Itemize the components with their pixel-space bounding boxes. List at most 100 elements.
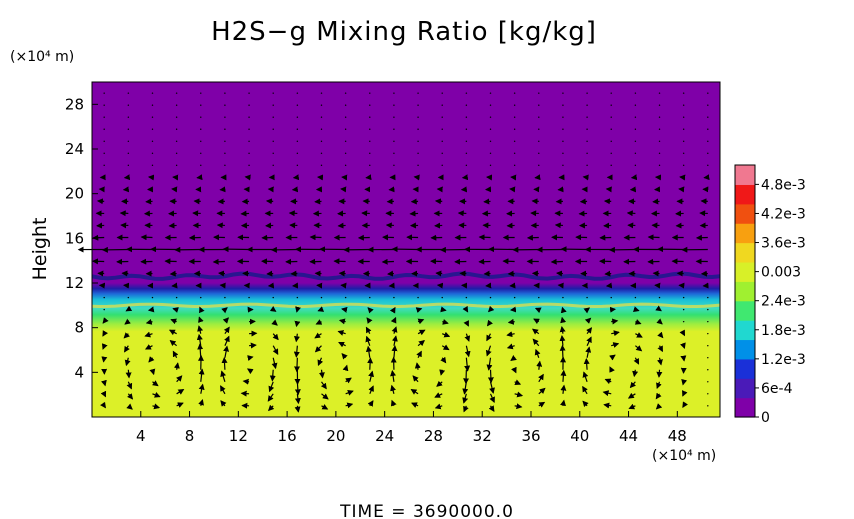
vector-arrow bbox=[200, 296, 202, 299]
vector-arrow bbox=[103, 116, 105, 118]
vector-arrow bbox=[197, 325, 204, 334]
vector-arrow bbox=[369, 164, 371, 167]
vector-arrow bbox=[707, 140, 709, 142]
vector-arrow bbox=[344, 128, 347, 130]
vector-arrow bbox=[417, 104, 419, 106]
vector-arrow bbox=[247, 355, 254, 361]
vector-arrow bbox=[602, 390, 612, 397]
y-tick-label: 20 bbox=[65, 185, 84, 203]
vector-arrow bbox=[682, 390, 688, 397]
vector-arrow bbox=[293, 345, 300, 358]
vector-arrow bbox=[151, 164, 154, 167]
vector-arrow bbox=[127, 152, 130, 154]
vector-arrow bbox=[127, 116, 130, 118]
vector-arrow bbox=[441, 164, 443, 167]
vector-arrow bbox=[127, 104, 130, 106]
vector-arrow bbox=[610, 116, 612, 118]
vector-arrow bbox=[224, 104, 226, 106]
vector-arrow bbox=[462, 305, 469, 313]
vector-arrow bbox=[582, 385, 588, 395]
vector-arrow bbox=[296, 164, 299, 167]
vector-arrow bbox=[465, 104, 468, 106]
vector-arrow bbox=[562, 116, 564, 118]
vector-arrow bbox=[175, 296, 178, 299]
vector-arrow bbox=[124, 345, 130, 353]
vector-arrow bbox=[585, 346, 592, 358]
vector-arrow bbox=[169, 339, 178, 347]
vector-arrow bbox=[390, 399, 397, 407]
vector-arrow bbox=[707, 296, 709, 299]
vector-arrow bbox=[506, 343, 515, 350]
vector-arrow bbox=[513, 164, 516, 167]
vector-arrow bbox=[514, 391, 524, 398]
vector-arrow bbox=[223, 326, 230, 335]
vector-arrow bbox=[151, 128, 154, 130]
vector-arrow bbox=[417, 339, 425, 347]
vector-arrow bbox=[342, 364, 349, 372]
vector-arrow bbox=[562, 140, 564, 142]
vector-arrow bbox=[127, 164, 130, 167]
vector-arrow bbox=[562, 128, 564, 130]
vector-arrow bbox=[417, 329, 426, 336]
vector-arrow bbox=[559, 334, 566, 346]
vector-arrow bbox=[682, 140, 685, 142]
vector-arrow bbox=[223, 345, 230, 358]
vector-arrow bbox=[248, 116, 250, 118]
vector-arrow bbox=[586, 104, 588, 106]
vector-arrow bbox=[417, 128, 419, 130]
vector-arrow bbox=[341, 353, 348, 360]
vector-arrow bbox=[680, 342, 686, 350]
vector-arrow bbox=[610, 140, 612, 142]
vector-arrow bbox=[198, 368, 205, 382]
vector-arrow bbox=[240, 390, 250, 397]
vector-arrow bbox=[175, 128, 178, 130]
vector-arrow bbox=[127, 92, 130, 94]
vector-arrow bbox=[200, 104, 202, 106]
vector-arrow bbox=[175, 164, 178, 167]
vector-arrow bbox=[175, 152, 178, 154]
vector-arrow bbox=[610, 296, 612, 299]
vector-arrow bbox=[294, 393, 301, 405]
vector-arrow bbox=[103, 104, 105, 106]
vector-arrow bbox=[489, 140, 492, 142]
vector-arrow bbox=[222, 317, 230, 324]
vector-arrow bbox=[172, 350, 179, 359]
vector-arrow bbox=[224, 140, 226, 142]
vector-arrow bbox=[559, 326, 566, 334]
vector-arrow bbox=[248, 296, 250, 299]
vector-arrow bbox=[248, 92, 250, 94]
vector-arrow bbox=[627, 392, 636, 399]
vector-arrow bbox=[268, 381, 275, 393]
vector-arrow bbox=[538, 164, 540, 167]
vector-arrow bbox=[369, 92, 371, 94]
vector-arrow bbox=[586, 327, 593, 335]
vector-arrow bbox=[198, 316, 204, 323]
vector-arrow bbox=[272, 164, 274, 167]
vector-arrow bbox=[126, 393, 134, 400]
vector-arrow bbox=[465, 128, 468, 130]
vector-arrow bbox=[272, 296, 274, 299]
colorbar-band bbox=[735, 203, 755, 224]
vector-arrow bbox=[198, 399, 204, 407]
vector-arrow bbox=[314, 345, 322, 353]
vector-arrow bbox=[224, 128, 226, 130]
vector-arrow bbox=[296, 140, 299, 142]
vector-arrow bbox=[393, 296, 395, 299]
vector-arrow bbox=[126, 381, 133, 390]
vector-arrow bbox=[269, 306, 277, 312]
vector-arrow bbox=[658, 140, 661, 142]
vector-arrow bbox=[417, 152, 419, 154]
vector-arrow bbox=[707, 308, 709, 311]
vector-arrow bbox=[294, 320, 301, 328]
colorbar-band bbox=[735, 300, 755, 321]
vector-arrow bbox=[611, 330, 620, 337]
vector-arrow bbox=[513, 140, 516, 142]
vector-arrow bbox=[489, 152, 492, 154]
vector-arrow bbox=[531, 328, 540, 335]
colorbar-band bbox=[735, 397, 755, 418]
vector-arrow bbox=[442, 331, 451, 338]
vector-arrow bbox=[151, 92, 154, 94]
vector-arrow bbox=[248, 164, 250, 167]
vector-arrow bbox=[656, 369, 663, 378]
